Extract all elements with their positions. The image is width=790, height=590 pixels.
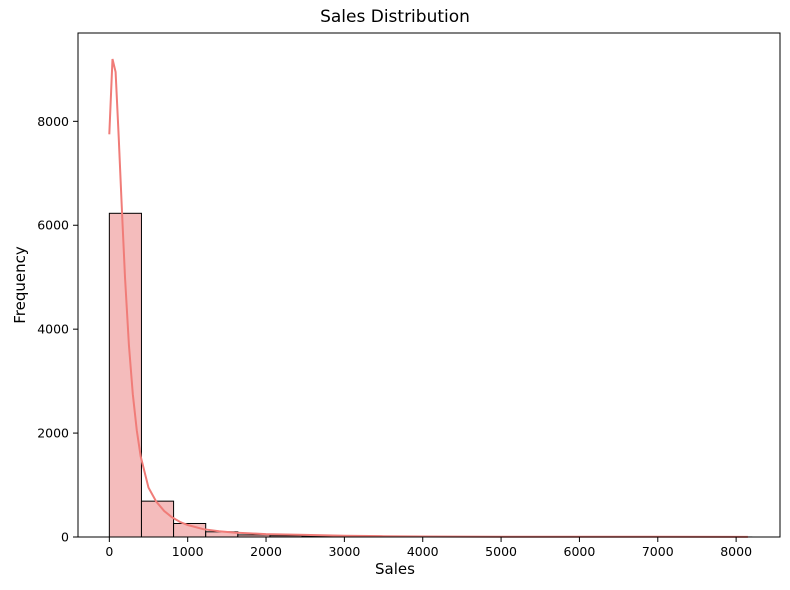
kde-curve-layer <box>108 58 748 538</box>
x-tick-label: 7000 <box>642 544 674 559</box>
y-tick-label: 8000 <box>37 114 69 129</box>
x-tick-label: 8000 <box>720 544 752 559</box>
y-ticks: 0 2000 4000 6000 8000 <box>37 114 78 545</box>
y-tick-label: 2000 <box>37 426 69 441</box>
x-ticks: 0 1000 2000 3000 4000 5000 6000 7000 8000 <box>105 537 752 559</box>
x-tick-label: 4000 <box>407 544 439 559</box>
x-axis-label: Sales <box>375 560 415 578</box>
x-tick-label: 2000 <box>250 544 282 559</box>
x-tick-label: 0 <box>105 544 113 559</box>
histogram-bars <box>108 212 753 538</box>
x-tick-label: 5000 <box>485 544 517 559</box>
x-tick-label: 6000 <box>564 544 596 559</box>
plot-frame <box>77 32 781 538</box>
x-tick-label: 3000 <box>328 544 360 559</box>
axes <box>77 32 781 538</box>
y-axis-label: Frequency <box>11 246 29 324</box>
chart-title: Sales Distribution <box>320 7 470 27</box>
histogram-bar-1 <box>140 500 175 538</box>
x-tick-label: 1000 <box>172 544 204 559</box>
kde-curve <box>108 58 748 538</box>
y-tick-label: 6000 <box>37 218 69 233</box>
histogram-bar-0 <box>108 212 142 538</box>
y-tick-label: 4000 <box>37 322 69 337</box>
y-tick-label: 0 <box>61 530 69 545</box>
